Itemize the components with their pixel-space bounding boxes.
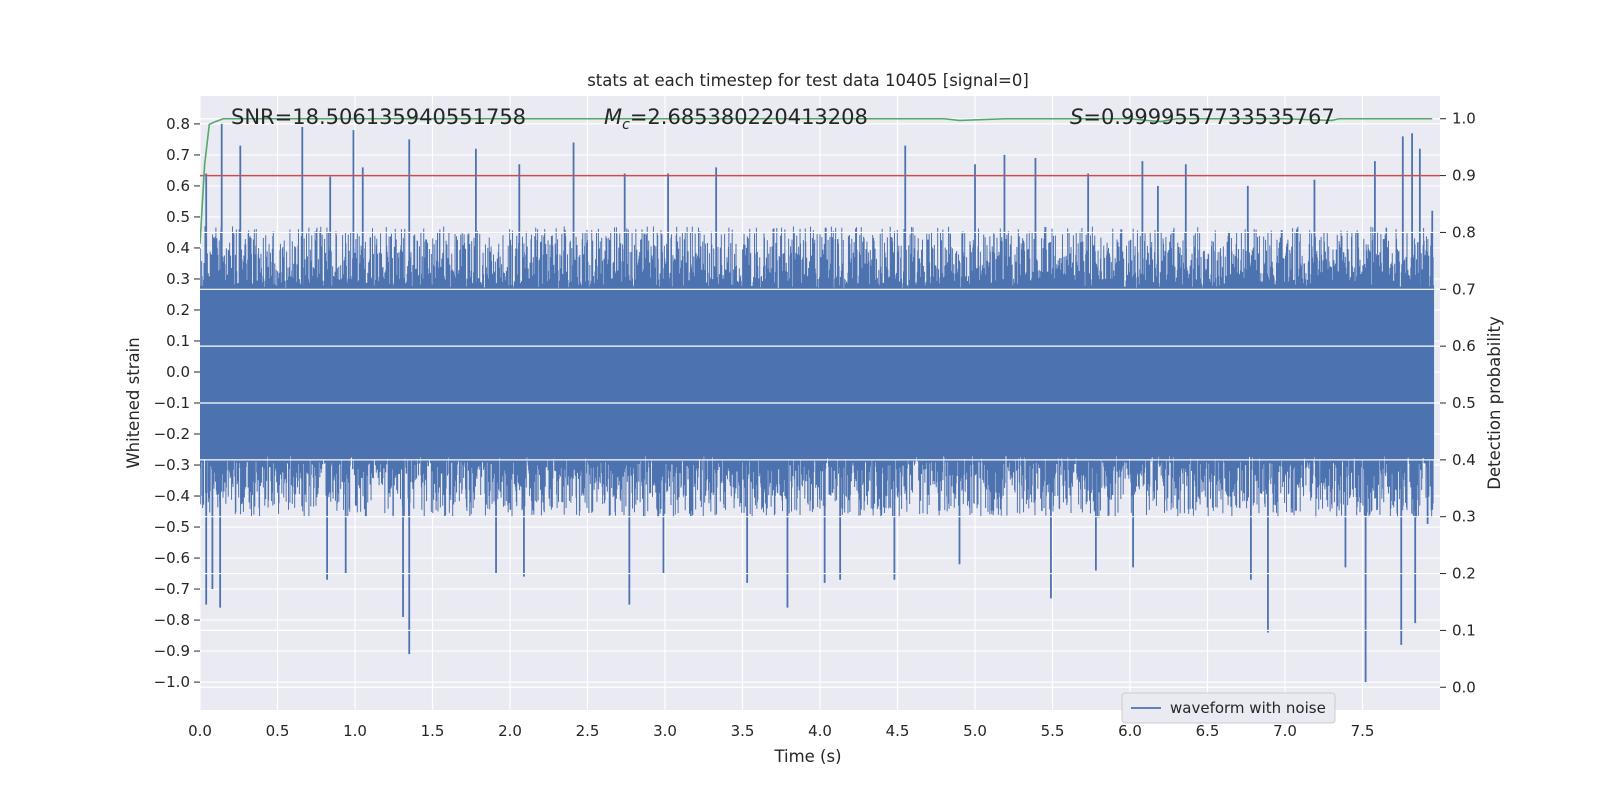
- y2-tick-label: 0.6: [1452, 337, 1476, 355]
- y-tick-label: −0.5: [154, 518, 190, 536]
- y-tick-label: −0.2: [154, 425, 190, 443]
- waveform-series: [200, 123, 1435, 683]
- x-tick-label: 1.5: [421, 722, 445, 740]
- chart-title: stats at each timestep for test data 104…: [587, 71, 1029, 90]
- y2-tick-label: 0.0: [1452, 678, 1476, 696]
- y-tick-label: −0.3: [154, 456, 190, 474]
- x-tick-label: 4.0: [808, 722, 832, 740]
- waveform-core-band: [200, 294, 1434, 450]
- x-tick-label: 7.5: [1351, 722, 1375, 740]
- y-tick-label: −0.9: [154, 642, 190, 660]
- snr-annotation: SNR=18.506135940551758: [231, 105, 526, 129]
- y-tick-label: 0.6: [166, 177, 190, 195]
- y-tick-label: −1.0: [154, 673, 190, 691]
- chirp-mass-annotation: Mc=2.685380220413208: [604, 105, 868, 133]
- x-tick-label: 0.5: [266, 722, 290, 740]
- x-tick-label: 7.0: [1273, 722, 1297, 740]
- legend: waveform with noise: [1121, 692, 1336, 724]
- x-tick-label: 3.0: [653, 722, 677, 740]
- y-tick-label: 0.4: [166, 239, 190, 257]
- y-tick-label: −0.7: [154, 580, 190, 598]
- left-y-axis-ticks: 0.8 0.7 0.6 0.5 0.4 0.3 0.2 0.1 0.0 −0.1 −0.2 −0.3 −…: [154, 115, 200, 691]
- x-tick-label: 0.0: [188, 722, 212, 740]
- y2-tick-label: 1.0: [1452, 110, 1476, 128]
- y2-tick-label: 0.9: [1452, 167, 1476, 185]
- x-tick-label: 2.5: [576, 722, 600, 740]
- right-y-axis-label: Detection probability: [1485, 316, 1504, 490]
- y-tick-label: 0.7: [166, 146, 190, 164]
- y-tick-label: −0.8: [154, 611, 190, 629]
- y-tick-label: 0.0: [166, 363, 190, 381]
- y-tick-label: −0.6: [154, 549, 190, 567]
- y2-tick-label: 0.8: [1452, 223, 1476, 241]
- y2-tick-label: 0.4: [1452, 451, 1476, 469]
- x-tick-label: 6.0: [1118, 722, 1142, 740]
- y-tick-label: 0.3: [166, 270, 190, 288]
- y-tick-label: 0.1: [166, 332, 190, 350]
- x-axis-ticks: 0.0 0.5 1.0 1.5 2.0 2.5 3.0 3.5 4.0 4.5 5.0 5.5 6.0 6…: [188, 722, 1374, 740]
- x-tick-label: 5.5: [1041, 722, 1065, 740]
- x-tick-label: 6.5: [1196, 722, 1220, 740]
- y-tick-label: 0.2: [166, 301, 190, 319]
- y-tick-label: −0.1: [154, 394, 190, 412]
- y2-tick-label: 0.7: [1452, 280, 1476, 298]
- y2-tick-label: 0.5: [1452, 394, 1476, 412]
- y2-tick-label: 0.2: [1452, 565, 1476, 583]
- right-y-axis-ticks: 1.0 0.9 0.8 0.7 0.6 0.5 0.4 0.3 0.2 0.1 0.0: [1440, 110, 1476, 696]
- left-y-axis-label: Whitened strain: [124, 337, 143, 468]
- x-tick-label: 3.5: [731, 722, 755, 740]
- y-tick-label: −0.4: [154, 487, 190, 505]
- x-tick-label: 4.5: [886, 722, 910, 740]
- y-tick-label: 0.5: [166, 208, 190, 226]
- x-axis-label: Time (s): [773, 747, 841, 766]
- legend-label: waveform with noise: [1170, 699, 1326, 717]
- y2-tick-label: 0.1: [1452, 621, 1476, 639]
- y2-tick-label: 0.3: [1452, 508, 1476, 526]
- detection-probability-line: [200, 117, 1433, 244]
- x-tick-label: 2.0: [498, 722, 522, 740]
- legend-box: [1121, 692, 1336, 724]
- s-annotation: S=0.9999557733535767: [1070, 105, 1335, 129]
- x-tick-label: 5.0: [963, 722, 987, 740]
- x-tick-label: 1.0: [343, 722, 367, 740]
- y-tick-label: 0.8: [166, 115, 190, 133]
